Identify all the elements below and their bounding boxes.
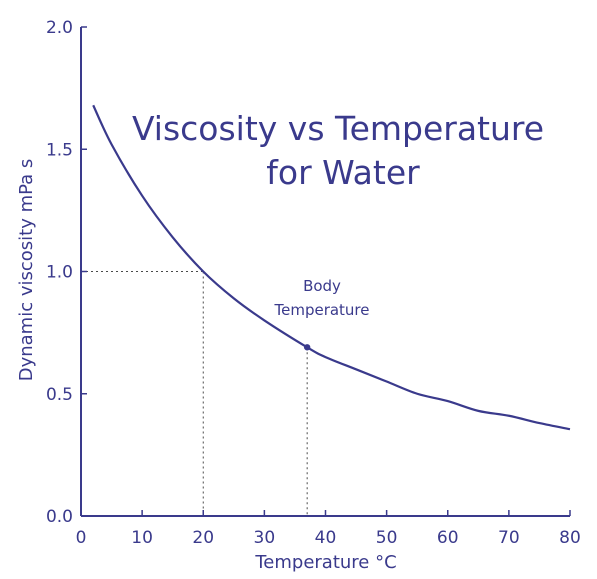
x-tick-label-20: 20: [192, 528, 214, 548]
annotation-body: Body: [303, 277, 341, 295]
x-axis-title: Temperature °C: [254, 552, 396, 573]
x-tick-label-30: 30: [254, 528, 276, 548]
x-tick-label-70: 70: [498, 528, 520, 548]
labels-layer: Viscosity vs Temperature for Water Tempe…: [16, 109, 544, 573]
y-tick-label-3: 1.5: [46, 140, 73, 160]
y-tick-label-0: 0.0: [46, 507, 73, 527]
ticks-layer: 0 10 20 30 40 50 60 70 80 0.0 0.5 1.0 1.5 2.0: [46, 18, 581, 548]
x-tick-label-0: 0: [76, 528, 87, 548]
series-line-0: [92, 104, 571, 431]
y-tick-label-2: 1.0: [46, 263, 73, 283]
body-temperature-marker: [303, 344, 311, 351]
x-tick-label-80: 80: [559, 528, 581, 548]
y-tick-label-4: 2.0: [46, 18, 73, 38]
guides-layer: [81, 271, 308, 516]
y-axis-title: Dynamic viscosity mPa s: [16, 159, 37, 382]
chart-title-line-1: Viscosity vs Temperature: [132, 109, 544, 148]
x-tick-label-40: 40: [315, 528, 337, 548]
y-tick-label-1: 0.5: [46, 385, 73, 405]
annotation-temperature: Temperature: [273, 301, 369, 319]
series-layer: [92, 104, 571, 431]
axes-layer: [80, 27, 570, 517]
chart-title-line-2: for Water: [266, 153, 420, 192]
x-tick-label-50: 50: [376, 528, 398, 548]
x-tick-label-60: 60: [437, 528, 459, 548]
x-tick-label-10: 10: [131, 528, 153, 548]
